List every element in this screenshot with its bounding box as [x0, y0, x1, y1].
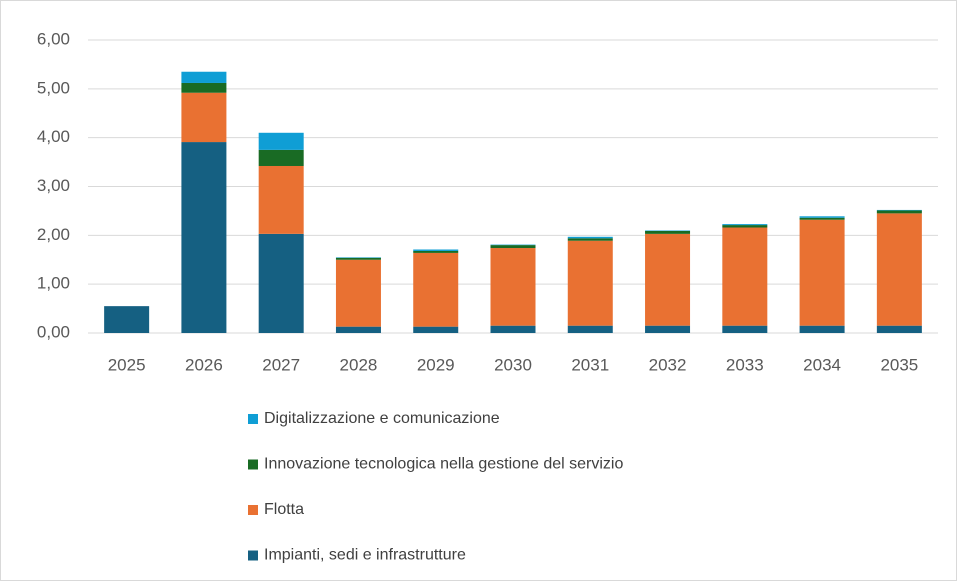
bar-segment	[722, 225, 768, 228]
x-tick-label: 2033	[726, 355, 764, 374]
bar-segment	[799, 217, 845, 220]
bar-segment	[335, 326, 381, 333]
bar-segment	[181, 71, 227, 83]
legend-label: Innovazione tecnologica nella gestione d…	[264, 456, 623, 473]
bar-segment	[413, 250, 459, 253]
bar-segment	[722, 227, 768, 326]
y-tick-label: 6,00	[37, 29, 70, 48]
legend-swatch	[248, 550, 258, 561]
bar-segment	[335, 259, 381, 327]
bar-segment	[258, 165, 304, 234]
bar-segment	[258, 233, 304, 333]
legend-swatch	[248, 505, 258, 515]
bar-segment	[490, 325, 536, 333]
x-tick-label: 2030	[494, 355, 532, 374]
bar-segment	[413, 249, 459, 251]
bar-segment	[722, 325, 768, 333]
bar-segment	[490, 245, 536, 249]
y-tick-label: 1,00	[37, 274, 70, 293]
bar-segment	[645, 325, 691, 333]
x-tick-label: 2028	[340, 355, 378, 374]
x-tick-label: 2032	[649, 355, 687, 374]
bar-segment	[567, 240, 613, 326]
bar-segment	[645, 230, 691, 234]
bar-segment	[876, 325, 922, 333]
x-tick-label: 2029	[417, 355, 455, 374]
bar-segment	[181, 92, 227, 143]
x-tick-label: 2025	[108, 355, 146, 374]
x-tick-label: 2026	[185, 355, 223, 374]
bar-segment	[799, 219, 845, 326]
bar-segment	[722, 224, 768, 226]
legend-swatch	[248, 414, 258, 424]
x-tick-label: 2034	[803, 355, 841, 374]
bar-segment	[876, 213, 922, 326]
bar-segment	[876, 210, 922, 214]
bar-segment	[104, 306, 150, 333]
x-tick-label: 2027	[262, 355, 300, 374]
y-tick-label: 5,00	[37, 78, 70, 97]
bar-segment	[567, 238, 613, 241]
x-tick-label: 2035	[880, 355, 918, 374]
x-tick-label: 2031	[571, 355, 609, 374]
bar-segment	[258, 132, 304, 150]
y-tick-label: 4,00	[37, 127, 70, 146]
bar-segment	[181, 82, 227, 93]
bar-segment	[567, 325, 613, 333]
y-tick-label: 3,00	[37, 176, 70, 195]
bar-segment	[335, 257, 381, 260]
bar-segment	[181, 142, 227, 333]
bar-segment	[567, 236, 613, 239]
bar-segment	[799, 325, 845, 333]
legend-label: Impianti, sedi e infrastrutture	[264, 547, 466, 564]
legend-label: Digitalizzazione e comunicazione	[264, 410, 500, 427]
legend-label: Flotta	[264, 501, 304, 518]
bar-segment	[413, 252, 459, 327]
bar-segment	[645, 233, 691, 326]
legend-swatch	[248, 459, 258, 470]
bar-segment	[258, 149, 304, 166]
y-tick-label: 2,00	[37, 225, 70, 244]
bar-segment	[490, 248, 536, 326]
bar-segment	[799, 216, 845, 218]
y-tick-label: 0,00	[37, 322, 70, 341]
bar-segment	[413, 326, 459, 333]
